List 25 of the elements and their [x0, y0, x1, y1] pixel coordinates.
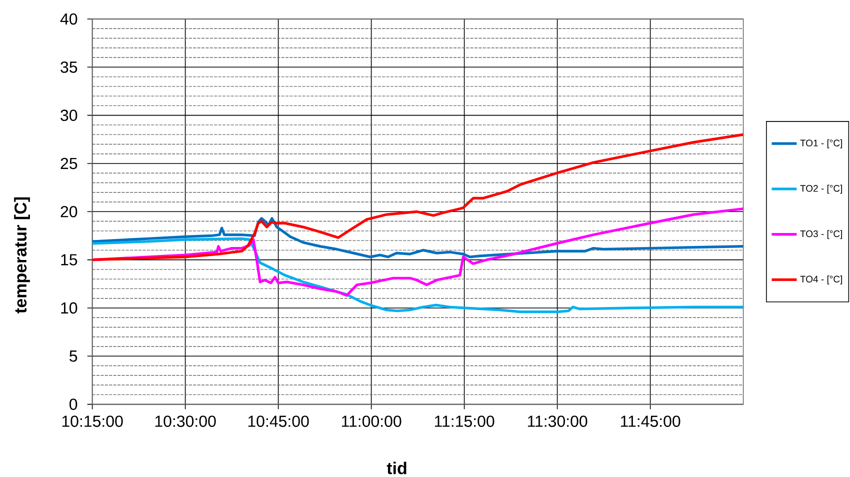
line-series: [92, 133, 744, 262]
y-tick-label: 25: [60, 158, 78, 170]
legend-label: TO1 - [°C]: [800, 139, 842, 148]
legend-label: TO3 - [°C]: [800, 230, 842, 239]
x-tick-label: 10:45:00: [248, 416, 309, 427]
y-tick-label: 0: [70, 398, 78, 410]
line-series: [92, 217, 744, 258]
x-tick-label: 11:45:00: [620, 416, 680, 427]
legend-label: TO2 - [°C]: [800, 184, 842, 194]
y-tick-label: 35: [60, 61, 78, 73]
x-tick-label: 11:00:00: [342, 416, 402, 427]
x-tick-label: 11:30:00: [528, 416, 588, 427]
y-tick-label: 5: [70, 350, 78, 362]
y-tick-label: 15: [61, 254, 78, 266]
y-axis-title: temperatur [C]: [14, 197, 30, 314]
x-tick-label: 11:15:00: [434, 416, 494, 427]
y-tick-label: 20: [60, 206, 78, 218]
y-tick-label: 30: [60, 110, 78, 121]
x-tick-label: 10:30:00: [155, 416, 216, 427]
line-series: [92, 237, 744, 314]
y-tick-label: 10: [61, 302, 78, 314]
x-tick-label: 10:15:00: [62, 416, 123, 427]
y-tick-label: 40: [60, 13, 78, 25]
legend-label: TO4 - [°C]: [800, 276, 842, 284]
x-axis-title: tid: [386, 462, 406, 474]
